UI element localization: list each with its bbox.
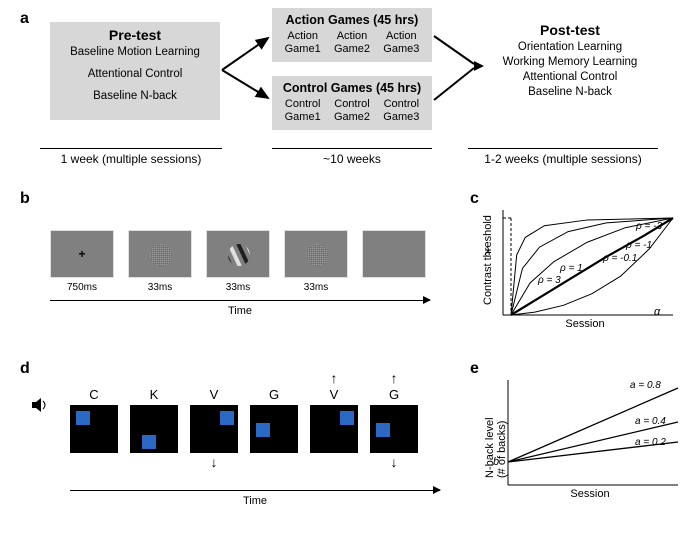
alpha-label: α xyxy=(654,306,660,318)
dur-label: 33ms xyxy=(206,282,270,293)
dur-label: 33ms xyxy=(128,282,192,293)
noise-icon xyxy=(129,231,193,279)
time-label-d: Time xyxy=(70,495,440,507)
pretest-line: Baseline Motion Learning xyxy=(56,46,214,58)
pretest-line: Attentional Control xyxy=(56,68,214,80)
control-game: Control xyxy=(384,98,419,110)
nback-letter: G xyxy=(370,387,418,402)
blue-square xyxy=(76,411,90,425)
timeline-mid: ~10 weeks xyxy=(272,152,432,166)
timeline-line xyxy=(40,148,222,149)
control-game: Game1 xyxy=(285,111,321,123)
down-arrow-icon: ↓ xyxy=(370,455,418,469)
rho-label: ρ = -3 xyxy=(636,221,662,232)
rho-label: ρ = 1 xyxy=(560,263,583,274)
action-box: Action Games (45 hrs) ActionGame1 Action… xyxy=(272,8,432,62)
panel-a-label: a xyxy=(20,10,29,28)
panel-b-label: b xyxy=(20,190,30,208)
control-game: Game2 xyxy=(334,111,370,123)
action-game: Game3 xyxy=(383,43,419,55)
fixation-cross: + xyxy=(78,247,85,261)
control-game: Control xyxy=(285,98,320,110)
time-arrow-b xyxy=(50,300,430,301)
time-arrow-d xyxy=(70,490,440,491)
lambda-label: λ xyxy=(485,246,490,258)
slope-label: a = 0.4 xyxy=(635,416,666,427)
rho-label: ρ = -0.1 xyxy=(603,253,637,264)
c-ylabel: Contrast threshold xyxy=(482,215,494,305)
action-game: Game2 xyxy=(334,43,370,55)
blue-square xyxy=(220,411,234,425)
rho-label: ρ = 3 xyxy=(538,275,561,286)
e-ylabel: N-back level (# of backs) xyxy=(484,417,508,478)
control-box: Control Games (45 hrs) ControlGame1 Cont… xyxy=(272,76,432,130)
pretest-box: Pre-test Baseline Motion Learning Attent… xyxy=(50,22,220,120)
nback-frame xyxy=(250,405,298,453)
posttest-line: Orientation Learning xyxy=(475,41,665,53)
timeline-left: 1 week (multiple sessions) xyxy=(40,152,222,166)
panel-d-label: d xyxy=(20,360,30,378)
nback-frame xyxy=(190,405,238,453)
control-games-row: ControlGame1 ControlGame2 ControlGame3 xyxy=(278,98,426,123)
action-game: Game1 xyxy=(285,43,321,55)
e-xlabel: Session xyxy=(500,488,680,500)
nback-letter: G xyxy=(250,387,298,402)
time-label-b: Time xyxy=(50,305,430,317)
grating-icon xyxy=(207,231,271,279)
stim-noise xyxy=(284,230,348,278)
blue-square xyxy=(256,423,270,437)
dur-label: 33ms xyxy=(284,282,348,293)
blue-square xyxy=(142,435,156,449)
timeline-line xyxy=(272,148,432,149)
panel-e-label: e xyxy=(470,360,479,378)
dur-label: 750ms xyxy=(50,282,114,293)
speaker-icon xyxy=(30,395,50,415)
c-xlabel: Session xyxy=(495,318,675,330)
stim-grating xyxy=(206,230,270,278)
posttest-line: Working Memory Learning xyxy=(475,56,665,68)
pretest-title: Pre-test xyxy=(56,27,214,43)
stim-blank xyxy=(362,230,426,278)
nback-letter: C xyxy=(70,387,118,402)
up-arrow-icon: ↑ xyxy=(310,371,358,385)
stim-fixation: + xyxy=(50,230,114,278)
nback-frame xyxy=(310,405,358,453)
slope-label: a = 0.2 xyxy=(635,437,666,448)
control-title: Control Games (45 hrs) xyxy=(278,81,426,95)
posttest-box: Post-test Orientation Learning Working M… xyxy=(475,22,665,101)
down-arrow-icon: ↓ xyxy=(190,455,238,469)
action-game: Action xyxy=(337,30,368,42)
nback-letter: K xyxy=(130,387,178,402)
slope-label: a = 0.8 xyxy=(630,380,661,391)
timeline-right: 1-2 weeks (multiple sessions) xyxy=(468,152,658,166)
action-game: Action xyxy=(287,30,318,42)
blue-square xyxy=(340,411,354,425)
posttest-line: Attentional Control xyxy=(475,71,665,83)
rho-label: ρ = -1 xyxy=(626,240,652,251)
b-label: b xyxy=(493,456,499,468)
action-title: Action Games (45 hrs) xyxy=(278,13,426,27)
arrow-merge xyxy=(430,30,490,120)
posttest-line: Baseline N-back xyxy=(475,86,665,98)
up-arrow-icon: ↑ xyxy=(370,371,418,385)
action-games-row: ActionGame1 ActionGame2 ActionGame3 xyxy=(278,30,426,55)
control-game: Control xyxy=(334,98,369,110)
control-game: Game3 xyxy=(383,111,419,123)
nback-frame xyxy=(370,405,418,453)
nback-letter: V xyxy=(190,387,238,402)
nback-frame xyxy=(130,405,178,453)
posttest-title: Post-test xyxy=(475,22,665,38)
arrow-fork xyxy=(218,30,278,120)
panel-c-label: c xyxy=(470,190,479,208)
pretest-line: Baseline N-back xyxy=(56,90,214,102)
action-game: Action xyxy=(386,30,417,42)
blue-square xyxy=(376,423,390,437)
nback-letter: V xyxy=(310,387,358,402)
nback-frame xyxy=(70,405,118,453)
noise-icon xyxy=(285,231,349,279)
timeline-line xyxy=(468,148,658,149)
stim-noise xyxy=(128,230,192,278)
